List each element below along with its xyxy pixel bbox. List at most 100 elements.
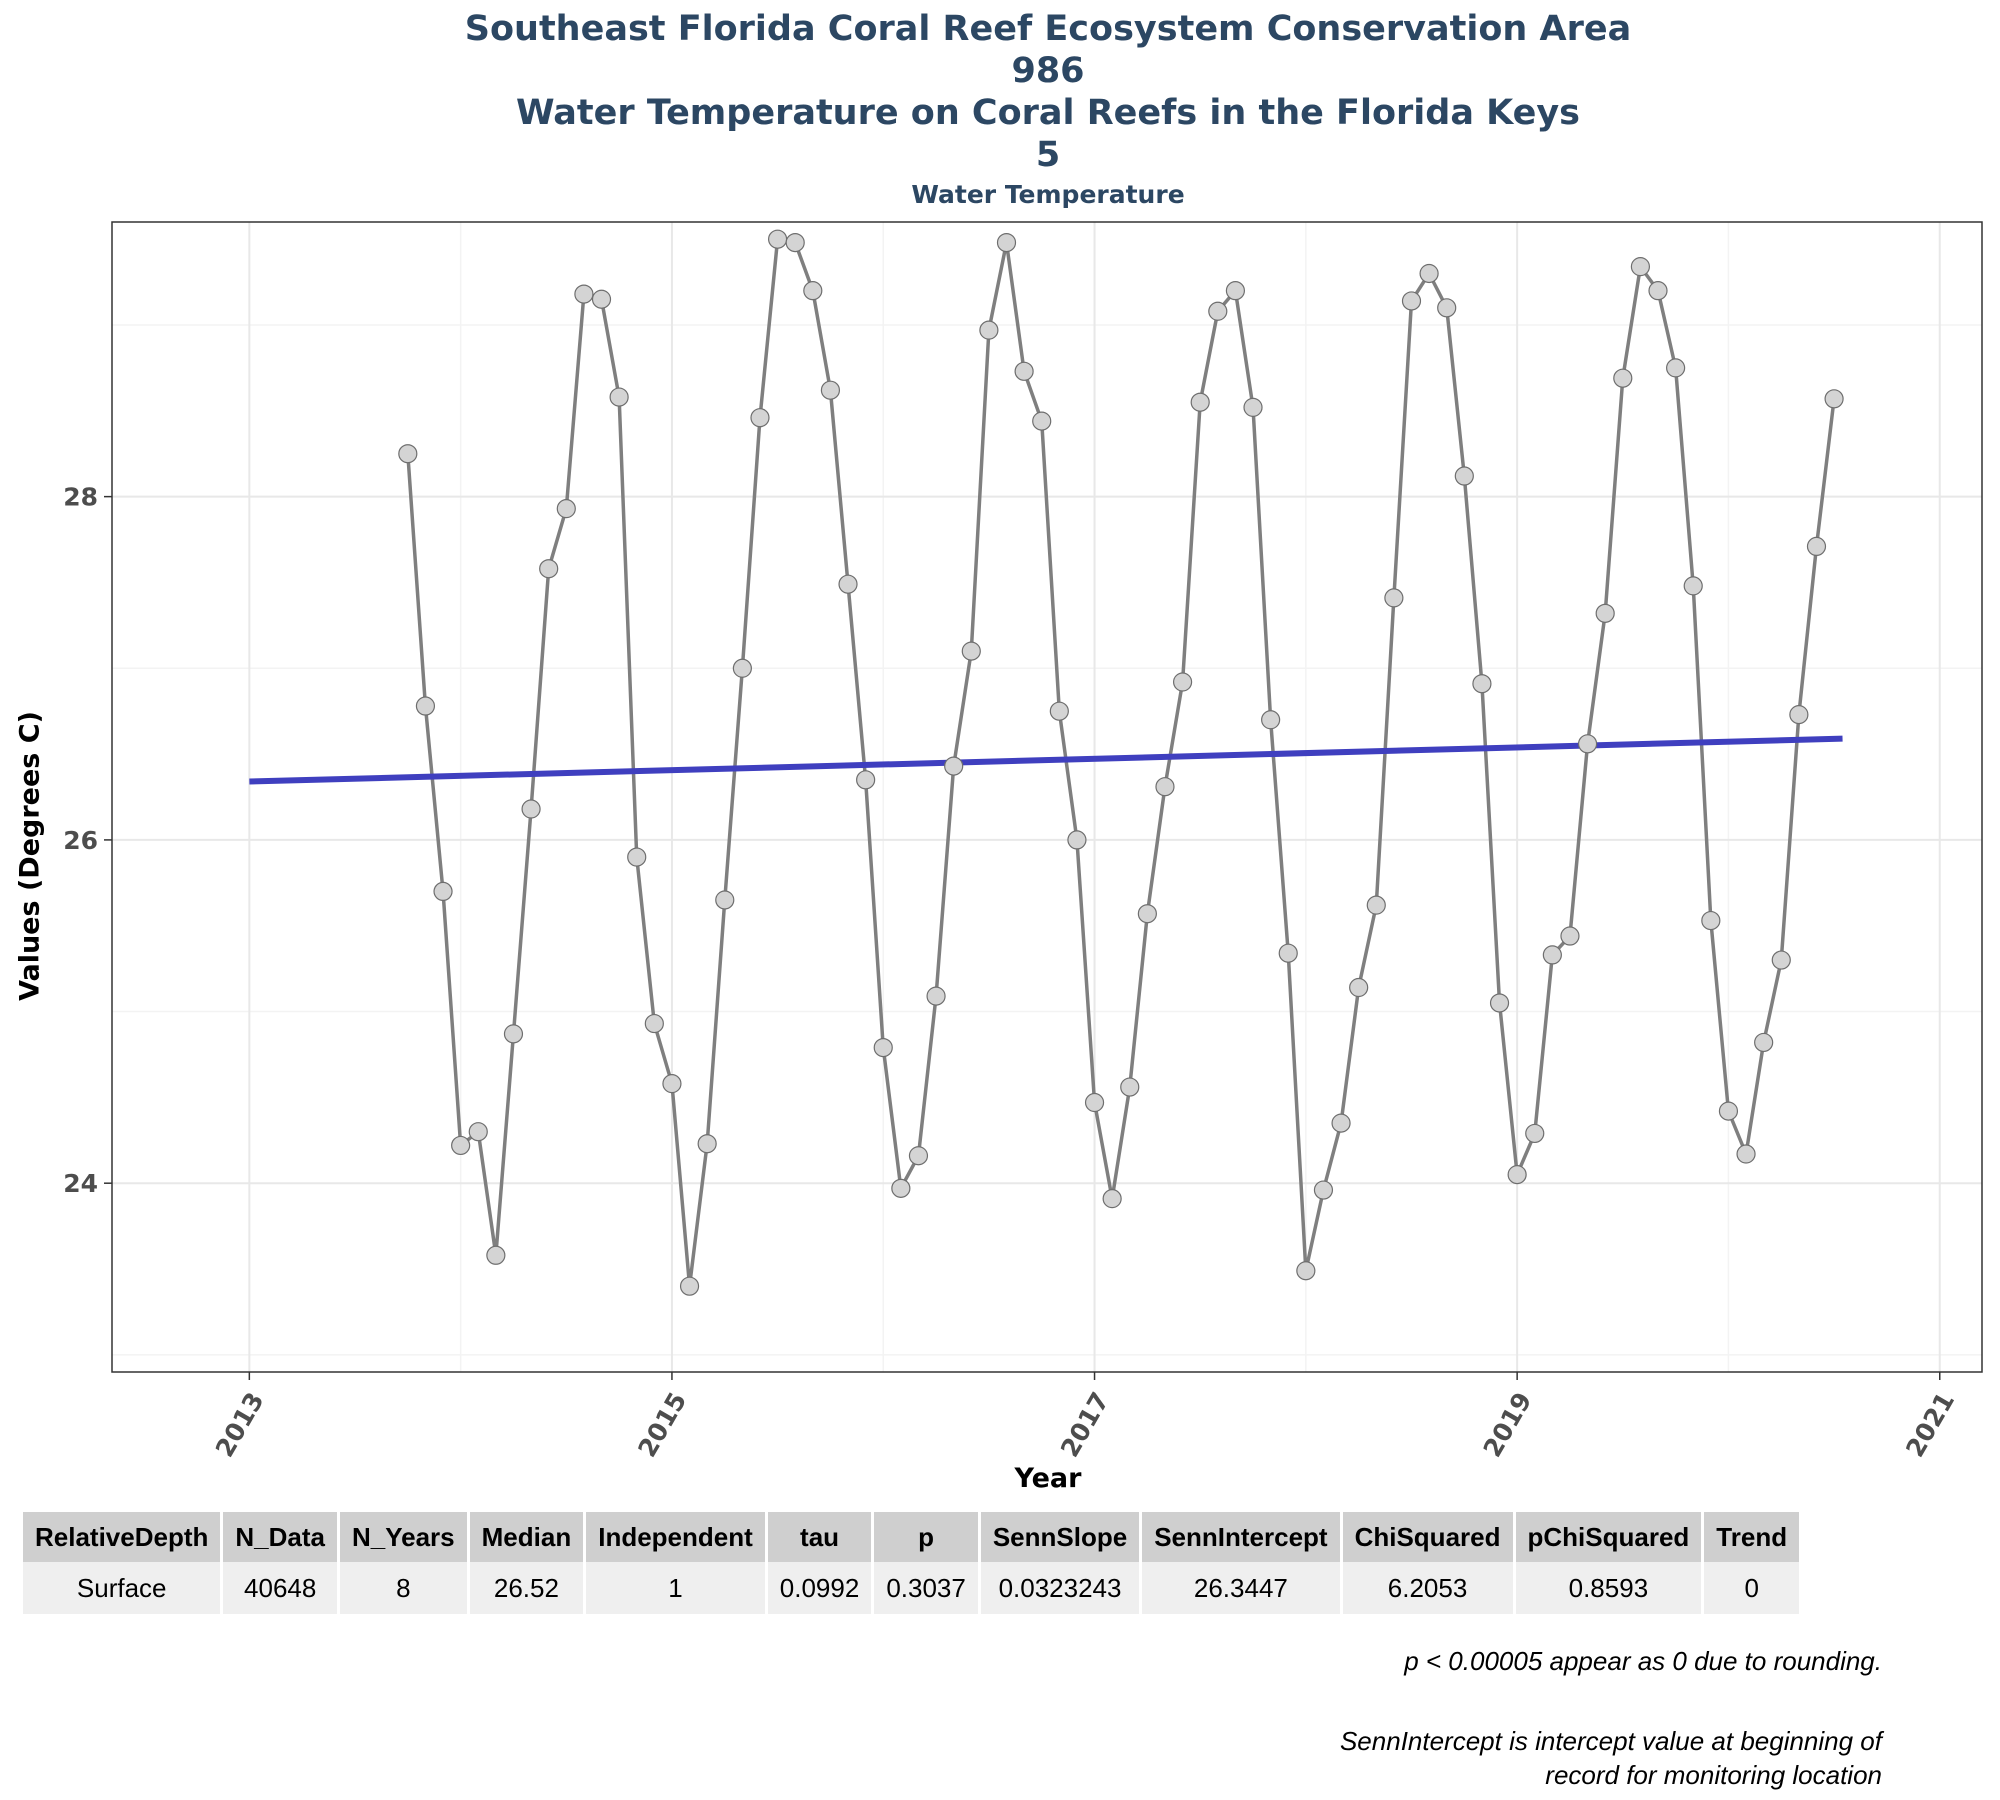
data-point xyxy=(944,756,964,776)
data-point xyxy=(1595,603,1615,623)
data-point xyxy=(1137,904,1157,924)
data-point xyxy=(1806,536,1827,557)
cell-n-years: 8 xyxy=(339,1562,467,1614)
data-point xyxy=(1754,1032,1774,1053)
y-tick-label: 24 xyxy=(63,1169,98,1198)
data-point xyxy=(591,289,612,309)
data-point xyxy=(1366,895,1386,915)
data-point xyxy=(1014,361,1034,381)
data-point xyxy=(1577,734,1598,754)
data-point xyxy=(679,1276,700,1296)
cell-n-data: 40648 xyxy=(223,1562,337,1614)
header-tau: tau xyxy=(767,1512,872,1562)
data-point xyxy=(732,658,752,678)
data-point xyxy=(556,499,576,519)
cell-chi-squared: 6.2053 xyxy=(1342,1562,1513,1614)
data-point xyxy=(1613,368,1633,388)
data-point xyxy=(1824,389,1844,409)
data-point xyxy=(715,890,735,910)
data-point xyxy=(1437,298,1457,318)
data-point xyxy=(996,232,1017,253)
header-independent: Independent xyxy=(586,1512,765,1562)
data-point xyxy=(503,1024,524,1044)
x-tick-label: 2013 xyxy=(210,1387,270,1462)
data-point xyxy=(873,1037,893,1058)
data-point xyxy=(1666,358,1686,378)
data-point xyxy=(1243,397,1263,417)
header-relative-depth: RelativeDepth xyxy=(23,1512,221,1562)
data-point xyxy=(961,641,981,661)
data-point xyxy=(433,881,453,902)
data-point xyxy=(1084,1092,1105,1113)
rounding-note: p < 0.00005 appear as 0 due to rounding. xyxy=(1404,1646,1882,1676)
header-median: Median xyxy=(469,1512,584,1562)
data-point xyxy=(1401,291,1422,311)
data-point xyxy=(1718,1101,1739,1121)
x-tick-label: 2021 xyxy=(1900,1387,1960,1462)
table-row: Surface 40648 8 26.52 1 0.0992 0.3037 0.… xyxy=(23,1562,1800,1614)
y-axis-label: Values (Degrees C) xyxy=(14,711,46,1001)
title-line-2: 986 xyxy=(1011,51,1085,91)
header-senn-intercept: SennIntercept xyxy=(1142,1512,1340,1562)
data-point xyxy=(1454,466,1474,486)
title-line-1: Southeast Florida Coral Reef Ecosystem C… xyxy=(464,9,1632,49)
data-point xyxy=(1313,1180,1334,1200)
plot-panel-border xyxy=(111,221,1983,1373)
data-point xyxy=(1067,830,1087,850)
data-point xyxy=(856,770,876,790)
data-point xyxy=(1120,1077,1140,1097)
data-point xyxy=(1542,945,1562,965)
cell-p-chi-squared: 0.8593 xyxy=(1515,1562,1702,1614)
data-point xyxy=(1172,672,1193,692)
chart-title-block: Southeast Florida Coral Reef Ecosystem C… xyxy=(0,8,2000,212)
data-point xyxy=(1208,301,1228,321)
cell-senn-intercept: 26.3447 xyxy=(1142,1562,1340,1614)
cell-median: 26.52 xyxy=(469,1562,584,1614)
header-chi-squared: ChiSquared xyxy=(1342,1512,1513,1562)
data-point xyxy=(486,1245,506,1265)
data-point xyxy=(1261,710,1281,730)
data-point xyxy=(1683,576,1703,596)
data-point xyxy=(767,229,788,249)
chart-subtitle: Water Temperature xyxy=(911,180,1185,209)
intercept-note-line-1: SennIntercept is intercept value at begi… xyxy=(1339,1726,1882,1756)
data-point xyxy=(1419,263,1439,284)
data-point xyxy=(1771,950,1791,970)
data-point xyxy=(1789,705,1809,725)
cell-relative-depth: Surface xyxy=(23,1562,221,1614)
cell-tau: 0.0992 xyxy=(767,1562,872,1614)
data-point xyxy=(1736,1144,1756,1164)
cell-independent: 1 xyxy=(586,1562,765,1614)
data-point xyxy=(415,696,436,716)
data-point xyxy=(627,847,647,867)
data-point xyxy=(1049,701,1069,721)
data-point xyxy=(697,1134,717,1154)
data-point xyxy=(1560,926,1580,946)
intercept-note-line-2: record for monitoring location xyxy=(1545,1760,1882,1790)
data-point xyxy=(662,1074,682,1094)
data-point xyxy=(785,232,805,253)
data-point xyxy=(609,387,629,407)
data-point xyxy=(468,1122,488,1142)
data-point xyxy=(521,799,541,819)
header-n-years: N_Years xyxy=(339,1512,467,1562)
cell-p: 0.3037 xyxy=(874,1562,978,1614)
data-point xyxy=(803,281,823,301)
x-tick-label: 2019 xyxy=(1478,1387,1538,1462)
cell-trend: 0 xyxy=(1704,1562,1800,1614)
data-point xyxy=(644,1013,664,1034)
data-point xyxy=(979,320,999,340)
title-line-4: 5 xyxy=(1035,135,1061,175)
data-point xyxy=(1472,674,1492,694)
senn-trend-line xyxy=(249,735,1843,785)
line-chart: 24 26 28 2013 2015 2017 2019 2021 xyxy=(63,221,1983,1462)
intercept-note: SennIntercept is intercept value at begi… xyxy=(1340,1724,1882,1792)
data-point xyxy=(1331,1113,1351,1133)
data-point xyxy=(1648,281,1668,301)
cell-senn-slope: 0.0323243 xyxy=(980,1562,1140,1614)
data-point xyxy=(1507,1165,1527,1185)
data-point xyxy=(891,1178,911,1198)
x-axis-label: Year xyxy=(1014,1463,1082,1494)
data-point xyxy=(926,986,946,1006)
data-point xyxy=(750,408,770,428)
